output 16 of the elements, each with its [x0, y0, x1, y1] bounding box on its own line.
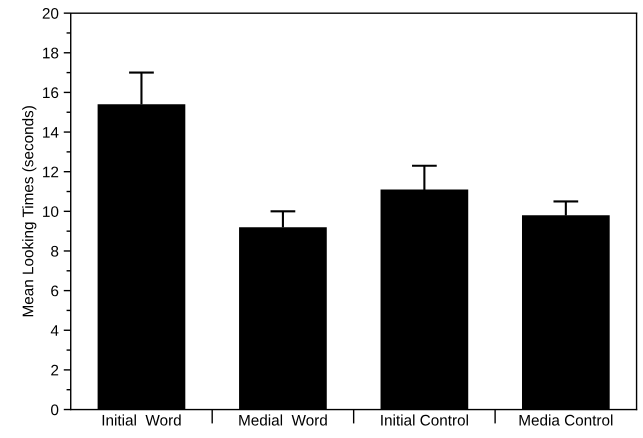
y-tick-label: 20 [42, 8, 58, 19]
x-tick-label: Medial Word [239, 414, 327, 426]
y-tick-label: 0 [51, 404, 58, 416]
y-tick-label: 16 [43, 87, 58, 98]
y-tick-label: 18 [43, 48, 58, 58]
y-axis-title: Mean Looking Times (seconds) [22, 106, 36, 316]
x-tick-label: Media Control [520, 414, 612, 426]
x-tick-label: Initial Control [381, 414, 468, 426]
x-tick-label: Initial Word [102, 414, 181, 426]
y-tick-label: 8 [51, 246, 58, 257]
y-tick-label: 4 [50, 325, 58, 336]
y-tick-label: 12 [43, 166, 58, 178]
y-tick-label: 2 [51, 364, 58, 376]
y-tick-label: 10 [43, 206, 58, 218]
y-tick-label: 6 [51, 285, 58, 296]
y-tick-label: 14 [43, 127, 58, 138]
